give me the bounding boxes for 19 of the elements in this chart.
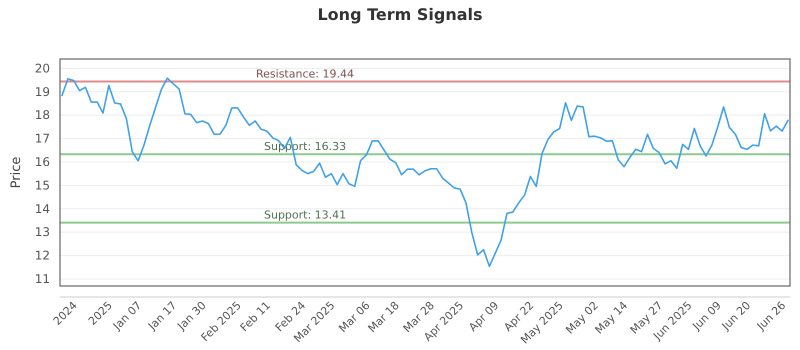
y-axis-title: Price (9, 156, 24, 188)
y-tick-label: 11 (34, 272, 50, 286)
y-tick-label: 17 (34, 132, 50, 146)
y-tick-label: 13 (34, 225, 50, 240)
y-tick-label: 15 (34, 178, 50, 192)
x-tick-label: Jun 20 (718, 298, 754, 334)
y-tick-label: 14 (34, 202, 50, 216)
x-tick-label: Jun 26 (754, 298, 788, 334)
y-tick-label: 16 (34, 154, 50, 169)
y-tick-label: 18 (34, 108, 50, 122)
chart-title: Long Term Signals (317, 5, 483, 24)
y-tick-label: 20 (34, 61, 50, 76)
y-tick-label: 19 (34, 84, 50, 99)
x-tick-label: Apr 09 (466, 298, 502, 334)
y-tick-label: 12 (34, 248, 50, 263)
x-tick-label: Jan 17 (145, 298, 180, 334)
ref-line-label: Support: 13.41 (264, 208, 346, 222)
ref-line-label: Resistance: 19.44 (256, 67, 354, 80)
line-series (61, 77, 789, 268)
